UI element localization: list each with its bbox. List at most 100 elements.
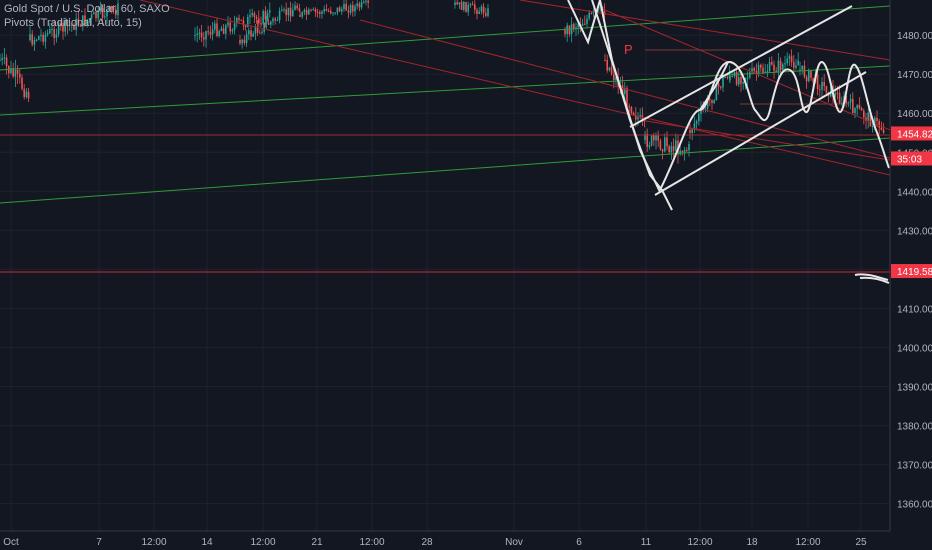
trendline-green-1[interactable] — [0, 5, 891, 71]
candle-body — [757, 64, 760, 73]
candle-body — [352, 5, 354, 12]
candle-body — [33, 39, 36, 45]
candle-body — [341, 8, 343, 12]
candle-body — [287, 7, 290, 16]
candle-body — [0, 59, 1, 61]
candle-body — [272, 18, 274, 22]
candle-body — [336, 7, 339, 13]
candle-body — [84, 15, 86, 26]
indicator-title[interactable]: Pivots (Traditional, Auto, 15) — [4, 17, 142, 29]
price-labels: 1454.82 35:03 1419.58 — [891, 126, 932, 279]
candle-body — [106, 10, 108, 17]
candle-body — [46, 33, 49, 35]
price-label-box — [891, 264, 932, 279]
candle-body — [689, 130, 691, 133]
candle-body — [301, 12, 303, 17]
candle-body — [482, 6, 485, 14]
candle-body — [75, 18, 77, 30]
candle-body — [16, 69, 19, 74]
time-tick-label: 12:00 — [687, 537, 712, 548]
candle-body — [354, 6, 356, 12]
candle-body — [347, 10, 350, 13]
candle-body — [23, 88, 25, 97]
candle-body — [801, 65, 803, 70]
candle-body — [812, 77, 814, 83]
candle-body — [679, 150, 681, 155]
candle-body — [722, 77, 724, 88]
candle-body — [683, 150, 686, 153]
candle-body — [478, 11, 480, 14]
candle-body — [231, 29, 234, 32]
candle-body — [303, 9, 306, 13]
time-axis[interactable]: Oct 7 12:00 14 12:00 21 12:00 28 Nov 6 11 12:00 18 12… — [0, 530, 932, 550]
candle-body — [816, 74, 819, 90]
candle-body — [266, 12, 269, 20]
candle-body — [334, 12, 336, 14]
candle-body — [200, 32, 203, 38]
candle-body — [731, 75, 733, 77]
candle-body — [819, 89, 821, 91]
candle-body — [345, 3, 347, 11]
candle-body — [93, 12, 95, 15]
candle-body — [775, 70, 777, 73]
price-tick-label: 1410.00 — [897, 304, 932, 315]
candle-body — [254, 26, 257, 34]
candle-body — [198, 32, 201, 34]
candle-body — [281, 9, 283, 11]
price-label-box — [891, 151, 932, 166]
candle-body — [608, 67, 611, 71]
candle-body — [760, 64, 762, 68]
hand-drawings[interactable]: P — [567, 0, 890, 284]
candle-body — [869, 112, 872, 127]
candle-body — [646, 133, 648, 147]
candle-body — [265, 22, 268, 24]
trendlines[interactable] — [0, 0, 891, 273]
channel-lower[interactable] — [654, 71, 867, 196]
drawn-mark-near-label[interactable] — [854, 273, 890, 284]
price-label-text: 1454.82 — [897, 129, 932, 140]
candle-body — [746, 77, 749, 79]
candle-body — [841, 102, 843, 104]
price-tick-label: 1360.00 — [897, 500, 932, 511]
time-tick-label: Oct — [3, 537, 19, 548]
drawn-zigzag-down-2[interactable] — [591, 0, 661, 193]
candle-body — [768, 62, 771, 72]
candle-body — [314, 9, 317, 12]
candle-body — [68, 25, 71, 27]
candle-body — [661, 149, 664, 152]
candle-body — [269, 10, 271, 13]
trendline-red-4[interactable] — [639, 119, 891, 161]
candle-body — [655, 134, 657, 141]
symbol-title[interactable]: Gold Spot / U.S. Dollar, 60, SAXO — [4, 3, 170, 15]
candle-body — [209, 32, 212, 35]
drawn-wave-small[interactable] — [699, 61, 729, 111]
candle-body — [711, 99, 713, 104]
candle-body — [621, 85, 624, 95]
candle-body — [256, 26, 259, 33]
candle-body — [603, 11, 606, 15]
channel-upper[interactable] — [629, 5, 853, 128]
candle-body — [327, 10, 330, 12]
candle-body — [101, 8, 104, 18]
candle-body — [863, 110, 865, 118]
candle-body — [27, 91, 30, 99]
candle-body — [203, 37, 205, 40]
price-tick-label: 1370.00 — [897, 461, 932, 472]
candle-body — [1, 57, 3, 60]
price-tick-label: 1400.00 — [897, 343, 932, 354]
candle-body — [644, 133, 646, 140]
trendline-red-1[interactable] — [139, 0, 891, 176]
candle-body — [38, 36, 40, 40]
candle-body — [845, 96, 847, 104]
candle-body — [270, 21, 272, 25]
candle-body — [251, 13, 253, 16]
candle-body — [637, 117, 639, 120]
trendline-red-2[interactable] — [519, 0, 891, 61]
candle-body — [597, 8, 599, 13]
candle-body — [243, 39, 246, 43]
candle-body — [238, 18, 240, 20]
candle-body — [49, 29, 51, 34]
drawn-wave-projection[interactable] — [659, 60, 890, 191]
trendline-green-3[interactable] — [0, 137, 891, 204]
